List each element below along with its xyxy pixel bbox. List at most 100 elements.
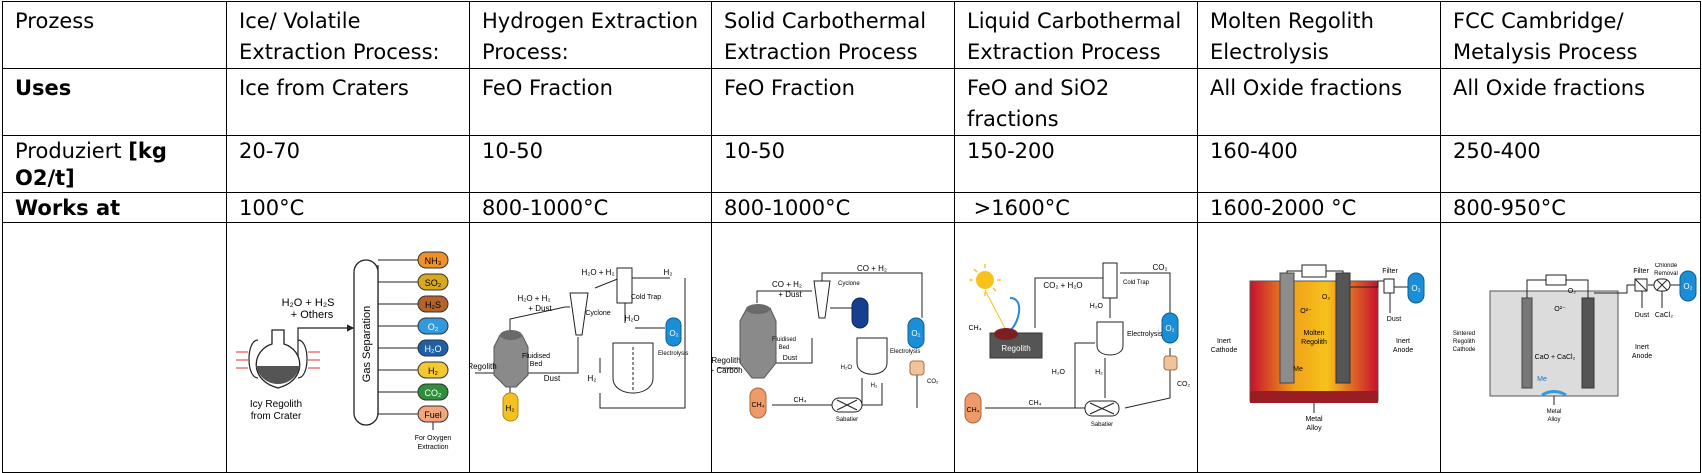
ffc-ion-label: O²⁻ — [1554, 306, 1566, 313]
hydrogen-o2-label: O₂ — [669, 329, 678, 338]
ice-output-label: NH₃ — [425, 256, 442, 266]
mre-anode-label: Inert — [1396, 338, 1410, 345]
liquid-gas-label: CO₂ + H₂O — [1043, 281, 1082, 290]
produced-cell: 160-400 — [1197, 135, 1441, 193]
process-ffc-cambridge: FCC Cambridge/ Metalysis Process — [1440, 1, 1701, 69]
mre-diagram: Filter O₂ Dust O₂ O²⁻ Molten Regolith Me… — [1211, 264, 1425, 432]
header-row: Prozess Ice/ Volatile Extraction Process… — [2, 1, 1701, 69]
row-label-uses: Uses — [2, 68, 227, 136]
solid-o2-label: O₂ — [911, 329, 920, 338]
liquid-coldtrap-label: Cold Trap — [1123, 280, 1150, 286]
uses-cell: All Oxide fractions — [1197, 68, 1441, 136]
solid-co2-label: CO₂ — [927, 379, 939, 385]
mre-dust-label: Dust — [1387, 316, 1401, 323]
mre-molten-label: Regolith — [1301, 339, 1327, 346]
liquid-carbothermal-diagram: CO₂ + H₂O Cold Trap CO₂ CH₄ Regolith H₂O… — [964, 262, 1191, 428]
hydrogen-process-diagram-cell: H₂O + H₂ + Dust H₂O + H₂ H₂ Cold Trap Cy… — [469, 222, 712, 473]
solid-feed-label: + Carbon — [712, 366, 743, 375]
temperature-cell: 100°C — [226, 192, 470, 223]
ice-output-pill — [417, 361, 449, 379]
ice-output-pill — [417, 383, 449, 401]
hydrogen-regolith-label: Regolith — [470, 362, 497, 371]
hydrogen-cyclone-label: Cyclone — [585, 310, 610, 317]
ffc-anode-label: Anode — [1631, 353, 1651, 360]
liquid-ch4-label: CH₄ — [1029, 400, 1042, 407]
liquid-regolith-label: Regolith — [1001, 344, 1030, 353]
hydrogen-electrolysis-label: Electrolysis — [658, 351, 688, 357]
produced-cell: 20-70 — [226, 135, 470, 193]
works-at-row: Works at 100°C 800-1000°C 800-1000°C >16… — [2, 192, 1701, 223]
mre-ion-label: O²⁻ — [1300, 308, 1312, 315]
ice-output-list: NH₃ SO₂ H₂S O₂ H₂O H₂ CO₂ Fuel — [417, 251, 449, 423]
hydrogen-gas-label: H₂O + H₂ — [517, 294, 550, 303]
mre-o2-small-label: O₂ — [1322, 294, 1330, 301]
hydrogen-bed-label: Fluidised — [522, 353, 550, 360]
ice-output-pill — [417, 317, 449, 335]
ffc-cathode-label: Cathode — [1452, 347, 1475, 353]
temperature-cell: 800-950°C — [1440, 192, 1701, 223]
ice-output-label: CO₂ — [425, 388, 443, 398]
uses-cell: FeO Fraction — [469, 68, 712, 136]
row-label-produziert: Produziert [kg O2/t] — [2, 135, 227, 193]
hydrogen-gas2-label: H₂O + H₂ — [581, 268, 614, 277]
ffc-me-label: Me — [1537, 376, 1547, 383]
solid-sabatier-label: Sabatier — [836, 417, 858, 423]
diagram-row: H₂O + H₂S + Others Icy Regolith from Cra… — [2, 222, 1701, 473]
uses-row: Uses Ice from Craters FeO Fraction FeO F… — [2, 68, 1701, 136]
solid-carbothermal-diagram-cell: CO + H₂ CO + H₂ + Dust Cyclone Fluidised… — [711, 222, 955, 473]
hydrogen-coldtrap-label: Cold Trap — [631, 294, 661, 301]
liquid-h2o-label: H₂O — [1090, 303, 1104, 310]
ice-output-pill — [417, 251, 449, 269]
solid-gas-label: CO + H₂ — [772, 280, 802, 289]
produced-cell: 10-50 — [711, 135, 955, 193]
ice-flask-label: from Crater — [251, 411, 302, 422]
ice-output-label: H₂O — [425, 344, 442, 354]
gas-separation-column — [353, 259, 379, 426]
solid-cyclone-label: Cyclone — [838, 281, 860, 287]
temperature-cell: 1600-2000 °C — [1197, 192, 1441, 223]
produced-label-text: Produziert — [15, 139, 129, 163]
liquid-carbothermal-diagram-cell: CO₂ + H₂O Cold Trap CO₂ CH₄ Regolith H₂O… — [954, 222, 1198, 473]
solid-electrolysis-label: Electrolysis — [890, 349, 920, 355]
ffc-filter-label: Filter — [1633, 268, 1649, 275]
liquid-ch4-tank-label: CH₄ — [967, 407, 980, 414]
ice-output-pill — [417, 273, 449, 291]
ffc-cathode-label: Sintered — [1452, 331, 1474, 337]
mre-molten-label: Molten — [1303, 330, 1324, 337]
liquid-h2-label: H₂ — [1095, 369, 1103, 376]
solid-gas-label: + Dust — [778, 290, 802, 299]
hydrogen-h2-return-label: H₂ — [588, 374, 597, 383]
solid-bed-label: Fluidised — [772, 337, 796, 343]
temperature-cell: >1600°C — [954, 192, 1198, 223]
liquid-co2-label: CO₂ — [1177, 381, 1191, 388]
hydrogen-bed-label: Bed — [530, 361, 543, 368]
ffc-cathode-label: Regolith — [1452, 339, 1474, 345]
mre-metal-label: Metal — [1305, 416, 1323, 423]
ice-flask-label: Icy Regolith — [250, 399, 302, 410]
hydrogen-h2o-label: H₂O — [624, 314, 639, 323]
process-liquid-carbothermal: Liquid Carbothermal Extraction Process — [954, 1, 1198, 69]
ffc-anode-label: Inert — [1634, 344, 1648, 351]
solid-bed-label: Bed — [779, 345, 790, 351]
mre-diagram-cell: Filter O₂ Dust O₂ O²⁻ Molten Regolith Me… — [1197, 222, 1441, 473]
ice-note: For Oxygen — [415, 435, 452, 442]
hydrogen-process-diagram: H₂O + H₂ + Dust H₂O + H₂ H₂ Cold Trap Cy… — [470, 267, 688, 421]
mre-filter-label: Filter — [1382, 268, 1398, 275]
ice-output-label: O₂ — [428, 322, 439, 332]
produced-cell: 250-400 — [1440, 135, 1701, 193]
liquid-h2o2-label: H₂O — [1052, 369, 1066, 376]
ffc-diagram-cell: Filter Chloride Removal O₂ O₂ Dust CaCl₂… — [1440, 222, 1701, 473]
solid-top-label: CO + H₂ — [857, 264, 887, 273]
ffc-diagram: Filter Chloride Removal O₂ O₂ Dust CaCl₂… — [1452, 263, 1696, 423]
liquid-ch4-small-label: CH₄ — [969, 325, 982, 332]
uses-cell: All Oxide fractions — [1440, 68, 1701, 136]
ice-output-label: H₂S — [425, 300, 441, 310]
row-label-prozess: Prozess — [2, 1, 227, 69]
liquid-o2-label: O₂ — [1165, 324, 1174, 333]
hydrogen-gas-label: + Dust — [528, 304, 552, 313]
solid-carbothermal-diagram: CO + H₂ CO + H₂ + Dust Cyclone Fluidised… — [712, 264, 940, 423]
ice-output-label: SO₂ — [425, 278, 442, 288]
ffc-metal-label: Metal — [1546, 409, 1561, 415]
solid-ch4-label: CH₄ — [794, 397, 807, 404]
